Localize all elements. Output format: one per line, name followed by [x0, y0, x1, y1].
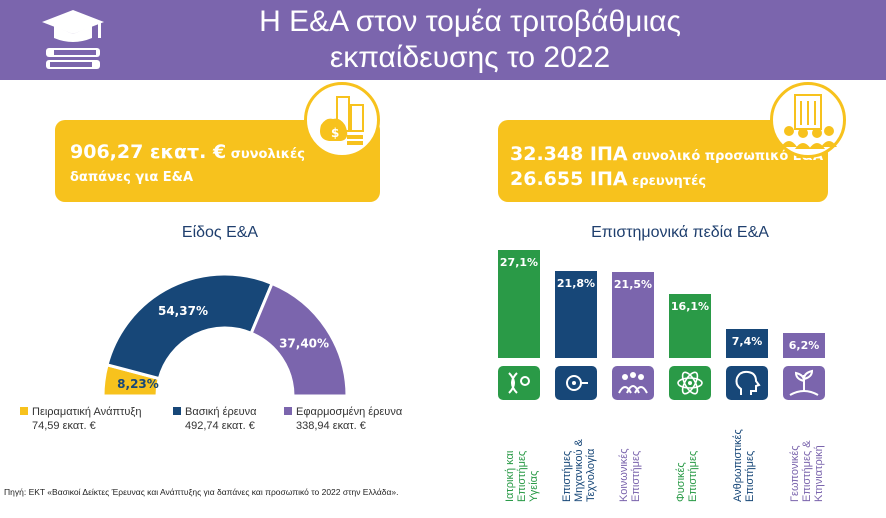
money-bag-buildings-icon: $ [304, 82, 380, 158]
legend-swatch-applied [284, 407, 292, 415]
building-people-icon [770, 82, 846, 158]
total-personnel-label: συνολικό προσωπικό Ε&Α [627, 149, 824, 164]
legend-swatch-experimental [20, 407, 28, 415]
head-profile-icon [726, 366, 768, 400]
category-label-5: Γεωπονικές Επιστήμες & Κτηνιατρική [789, 440, 825, 502]
legend-experimental: Πειραματική Ανάπτυξη 74,59 εκατ. € [20, 405, 141, 433]
gear-circuit-icon [555, 366, 597, 400]
svg-text:$: $ [331, 126, 339, 140]
bar-2 [612, 272, 654, 358]
legend-swatch-basic [173, 407, 181, 415]
donut-slice-2 [249, 281, 349, 398]
atom-icon [669, 366, 711, 400]
bar-value-label-2: 21,5% [613, 278, 653, 292]
category-label-2: Κοινωνικές Επιστήμες [618, 448, 642, 502]
donut-slice-1 [105, 272, 275, 381]
donut-label-2: 37,40% [279, 336, 329, 350]
bar-value-label-5: 6,2% [788, 339, 820, 353]
category-label-3: Φυσικές Επιστήμες [675, 450, 699, 502]
source-note: Πηγή: ΕΚΤ «Βασικοί Δείκτες Έρευνας και Α… [4, 487, 399, 497]
type-donut-chart: 8,23% 54,37% 37,40% [101, 272, 349, 398]
bar-value-label-0: 27,1% [499, 256, 539, 269]
header-banner [0, 0, 886, 80]
plant-field-icon [783, 366, 825, 400]
total-personnel-value: 32.348 ΙΠΑ [510, 143, 628, 165]
personnel-line-2: 26.655 ΙΠΑ ερευνητές [510, 168, 706, 190]
legend-applied-value: 338,94 εκατ. € [296, 420, 366, 432]
fields-chart-title: Επιστημονικά πεδία Ε&Α [591, 224, 769, 241]
page-title: Η Ε&Α στον τομέα τριτοβάθμιας εκπαίδευση… [150, 4, 790, 76]
bar-0 [498, 250, 540, 358]
category-label-4: Ανθρωπιστικές Επιστήμες [732, 429, 756, 502]
title-line-2: εκπαίδευσης το 2022 [329, 41, 611, 74]
researchers-value: 26.655 ΙΠΑ [510, 168, 628, 190]
donut-label-1: 54,37% [158, 304, 208, 318]
bar-1 [555, 271, 597, 358]
legend-basic: Βασική έρευνα 492,74 εκατ. € [173, 405, 257, 433]
total-spending-amount: 906,27 εκατ. € [70, 141, 227, 163]
legend-experimental-value: 74,59 εκατ. € [32, 420, 96, 432]
fields-bar-chart: 27,1% Ιατρική και Επιστήμες Υγείας 21,8% Επ… [490, 240, 850, 502]
legend-applied: Εφαρμοσμένη έρευνα 338,94 εκατ. € [284, 405, 402, 433]
legend-applied-label: Εφαρμοσμένη έρευνα [296, 406, 403, 418]
bar-value-label-4: 7,4% [731, 334, 763, 348]
category-label-0: Ιατρική και Επιστήμες Υγείας [504, 450, 540, 502]
legend-basic-label: Βασική έρευνα [185, 406, 257, 418]
researchers-label: ερευνητές [627, 174, 707, 189]
bar-3 [669, 293, 711, 358]
category-label-1: Επιστήμες Μηχανικού & Τεχνολογία [561, 439, 597, 502]
donut-label-0: 8,23% [117, 377, 159, 391]
title-line-1: Η Ε&Α στον τομέα τριτοβάθμιας [259, 5, 681, 38]
dna-microscope-icon [498, 366, 540, 400]
bar-value-label-1: 21,8% [556, 277, 596, 291]
total-spending-label-1: συνολικές [226, 147, 305, 162]
bar-5 [783, 333, 825, 358]
bar-value-label-3: 16,1% [670, 299, 710, 313]
people-group-icon [612, 366, 654, 400]
total-spending-line-1: 906,27 εκατ. € συνολικές [70, 141, 305, 163]
graduation-cap-books-icon [38, 6, 108, 74]
legend-basic-value: 492,74 εκατ. € [185, 420, 255, 432]
bar-4 [726, 328, 768, 358]
total-spending-label-2: δαπάνες για Ε&Α [70, 170, 194, 185]
type-chart-title: Είδος Ε&Α [181, 224, 259, 241]
legend-experimental-label: Πειραματική Ανάπτυξη [32, 406, 142, 418]
personnel-line-1: 32.348 ΙΠΑ συνολικό προσωπικό Ε&Α [510, 143, 823, 165]
